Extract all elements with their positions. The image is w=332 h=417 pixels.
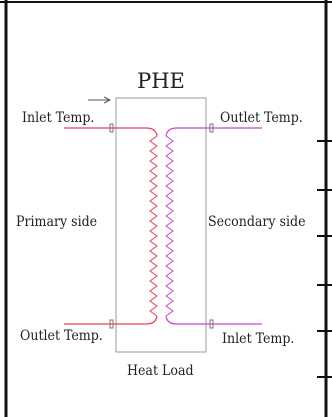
secondary-outlet-port (209, 123, 214, 133)
primary-outlet-bend (116, 315, 158, 325)
primary-inlet-bend (116, 127, 158, 137)
secondary-zigzag (165, 135, 174, 317)
outlet-temp-primary-label: Outlet Temp. (20, 328, 103, 344)
phe-title: PHE (137, 69, 185, 93)
inlet-marker-arrow (103, 96, 112, 104)
primary-circuit (64, 123, 158, 329)
heat-load-label: Heat Load (127, 363, 194, 379)
inlet-temp-secondary-label: Inlet Temp. (222, 331, 294, 347)
secondary-side-label: Secondary side (208, 214, 306, 230)
outlet-temp-secondary-label: Outlet Temp. (220, 110, 303, 126)
primary-inlet-port (109, 123, 114, 133)
primary-zigzag (149, 135, 158, 317)
inlet-temp-primary-label: Inlet Temp. (22, 110, 94, 126)
phe-box (115, 97, 207, 353)
secondary-inlet-bend (165, 315, 206, 325)
secondary-outlet-bend (165, 127, 206, 137)
primary-outlet-port (109, 319, 114, 329)
primary-side-label: Primary side (16, 214, 97, 230)
secondary-circuit (165, 123, 262, 329)
secondary-inlet-port (209, 319, 214, 329)
